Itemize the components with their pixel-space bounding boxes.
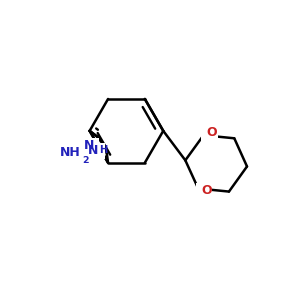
Text: O: O — [201, 184, 212, 197]
Text: NH: NH — [60, 146, 81, 159]
Text: N: N — [84, 139, 94, 152]
FancyBboxPatch shape — [76, 143, 105, 159]
FancyBboxPatch shape — [80, 138, 98, 153]
FancyBboxPatch shape — [196, 183, 212, 197]
Text: 2: 2 — [82, 156, 88, 165]
FancyBboxPatch shape — [71, 142, 97, 157]
Text: O: O — [206, 126, 217, 140]
FancyBboxPatch shape — [201, 126, 218, 141]
Text: H: H — [99, 145, 107, 155]
Text: N: N — [88, 144, 98, 157]
